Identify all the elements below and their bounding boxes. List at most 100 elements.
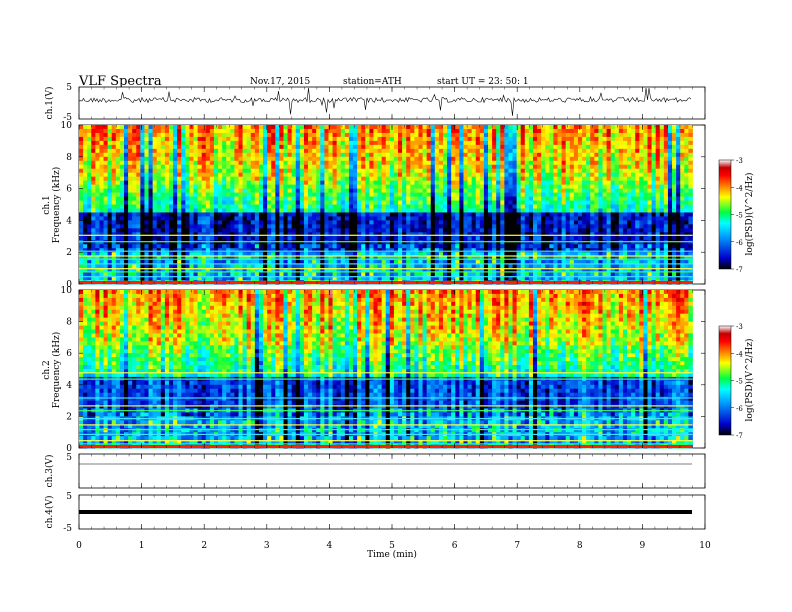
spectrogram-cell <box>557 188 562 193</box>
spectrogram-cell <box>320 168 325 174</box>
spectrogram-cell <box>586 136 591 142</box>
spectrogram-cell <box>393 188 399 193</box>
spectrogram-cell <box>655 204 661 209</box>
spectrogram-cell <box>549 156 554 162</box>
spectrogram-cell <box>377 224 383 229</box>
spectrogram-cell <box>177 248 182 253</box>
spectrogram-cell <box>218 252 223 257</box>
spectrogram-cell <box>128 125 133 130</box>
spectrogram-cell <box>586 160 591 166</box>
spectrogram-cell <box>389 176 395 182</box>
spectrogram-cell <box>639 172 644 178</box>
spectrogram-cell <box>389 196 395 201</box>
spectrogram-cell <box>156 216 162 221</box>
spectrogram-cell <box>508 176 513 182</box>
spectrogram-cell <box>557 164 562 170</box>
spectrogram-cell <box>565 240 571 245</box>
spectrogram-cell <box>152 200 158 205</box>
spectrogram-cell <box>622 236 628 241</box>
spectrogram-cell <box>414 228 419 233</box>
spectrogram-cell <box>426 192 432 197</box>
spectrogram-cell <box>111 224 117 229</box>
spectrogram-cell <box>426 184 432 190</box>
spectrogram-cell <box>537 156 542 162</box>
spectrogram-cell <box>463 228 468 233</box>
spectrogram-cell <box>111 156 117 162</box>
spectrogram-cell <box>115 220 121 225</box>
spectrogram-cell <box>168 168 174 174</box>
spectrogram-cell <box>348 204 354 209</box>
spectrogram-cell <box>487 180 493 186</box>
spectrogram-cell <box>680 252 685 257</box>
spectrogram-cell <box>586 232 591 237</box>
spectrogram-cell <box>115 232 121 237</box>
spectrogram-cell <box>483 140 489 146</box>
spectrogram-cell <box>639 220 644 225</box>
spectrogram-cell <box>610 188 616 193</box>
spectrogram-cell <box>586 252 591 257</box>
spectrogram-cell <box>209 168 215 174</box>
spectrogram-cell <box>152 152 158 158</box>
spectrogram-cell <box>340 184 346 190</box>
spectrogram-cell <box>357 240 362 245</box>
spectrogram-cell <box>119 148 125 154</box>
spectrogram-cell <box>443 144 448 150</box>
spectrogram-cell <box>107 152 113 158</box>
spectrogram-cell <box>291 176 297 182</box>
spectrogram-cell <box>336 244 342 249</box>
spectrogram-cell <box>471 156 477 162</box>
spectrogram-cell <box>132 244 137 249</box>
spectrogram-cell <box>410 128 415 134</box>
spectrogram-cell <box>177 200 182 205</box>
spectrogram-cell <box>230 168 235 174</box>
spectrogram-cell <box>614 132 620 138</box>
spectrogram-cell <box>258 140 264 146</box>
spectrogram-cell <box>148 228 154 233</box>
spectrogram-cell <box>152 140 158 146</box>
spectrogram-cell <box>598 212 603 217</box>
spectrogram-cell <box>393 240 399 245</box>
spectrogram-cell <box>119 224 125 229</box>
spectrogram-cell <box>492 248 497 253</box>
spectrogram-cell <box>606 160 612 166</box>
spectrogram-cell <box>643 152 648 158</box>
spectrogram-cell <box>500 168 505 174</box>
spectrogram-cell <box>410 208 415 213</box>
spectrogram-cell <box>541 160 546 166</box>
spectrogram-cell <box>324 132 329 138</box>
spectrogram-cell <box>119 176 125 182</box>
spectrogram-cell <box>373 192 378 197</box>
spectrogram-cell <box>385 176 391 182</box>
spectrogram-cell <box>647 244 652 249</box>
spectrogram-cell <box>205 220 211 225</box>
spectrogram-cell <box>164 188 170 193</box>
spectrogram-cell <box>553 168 558 174</box>
spectrogram-cell <box>193 224 199 229</box>
spectrogram-cell <box>140 156 145 162</box>
spectrogram-cell <box>430 236 436 241</box>
spectrogram-cell <box>332 180 338 186</box>
spectrogram-cell <box>205 192 211 197</box>
spectrogram-cell <box>303 176 309 182</box>
station-label: station=ATH <box>343 77 402 87</box>
spectrogram-cell <box>209 136 215 142</box>
spectrogram-cell <box>377 212 383 217</box>
spectrogram-cell <box>344 188 350 193</box>
spectrogram-cell <box>520 204 526 209</box>
spectrogram-cell <box>655 200 661 205</box>
spectrogram-cell <box>676 244 681 249</box>
spectrogram-cell <box>606 252 612 257</box>
spectrogram-cell <box>537 144 542 150</box>
spectrogram-cell <box>512 188 518 193</box>
spectrogram-cell <box>197 228 203 233</box>
spectrogram-cell <box>197 220 203 225</box>
spectrogram-cell <box>103 228 109 233</box>
spectrogram-cell <box>573 196 579 201</box>
spectrogram-cell <box>87 204 92 209</box>
spectrogram-cell <box>189 132 194 138</box>
spectrogram-cell <box>672 128 677 134</box>
spectrogram-cell <box>561 160 567 166</box>
spectrogram-cell <box>377 232 383 237</box>
spectrogram-cell <box>684 232 689 237</box>
spectrogram-cell <box>385 204 391 209</box>
